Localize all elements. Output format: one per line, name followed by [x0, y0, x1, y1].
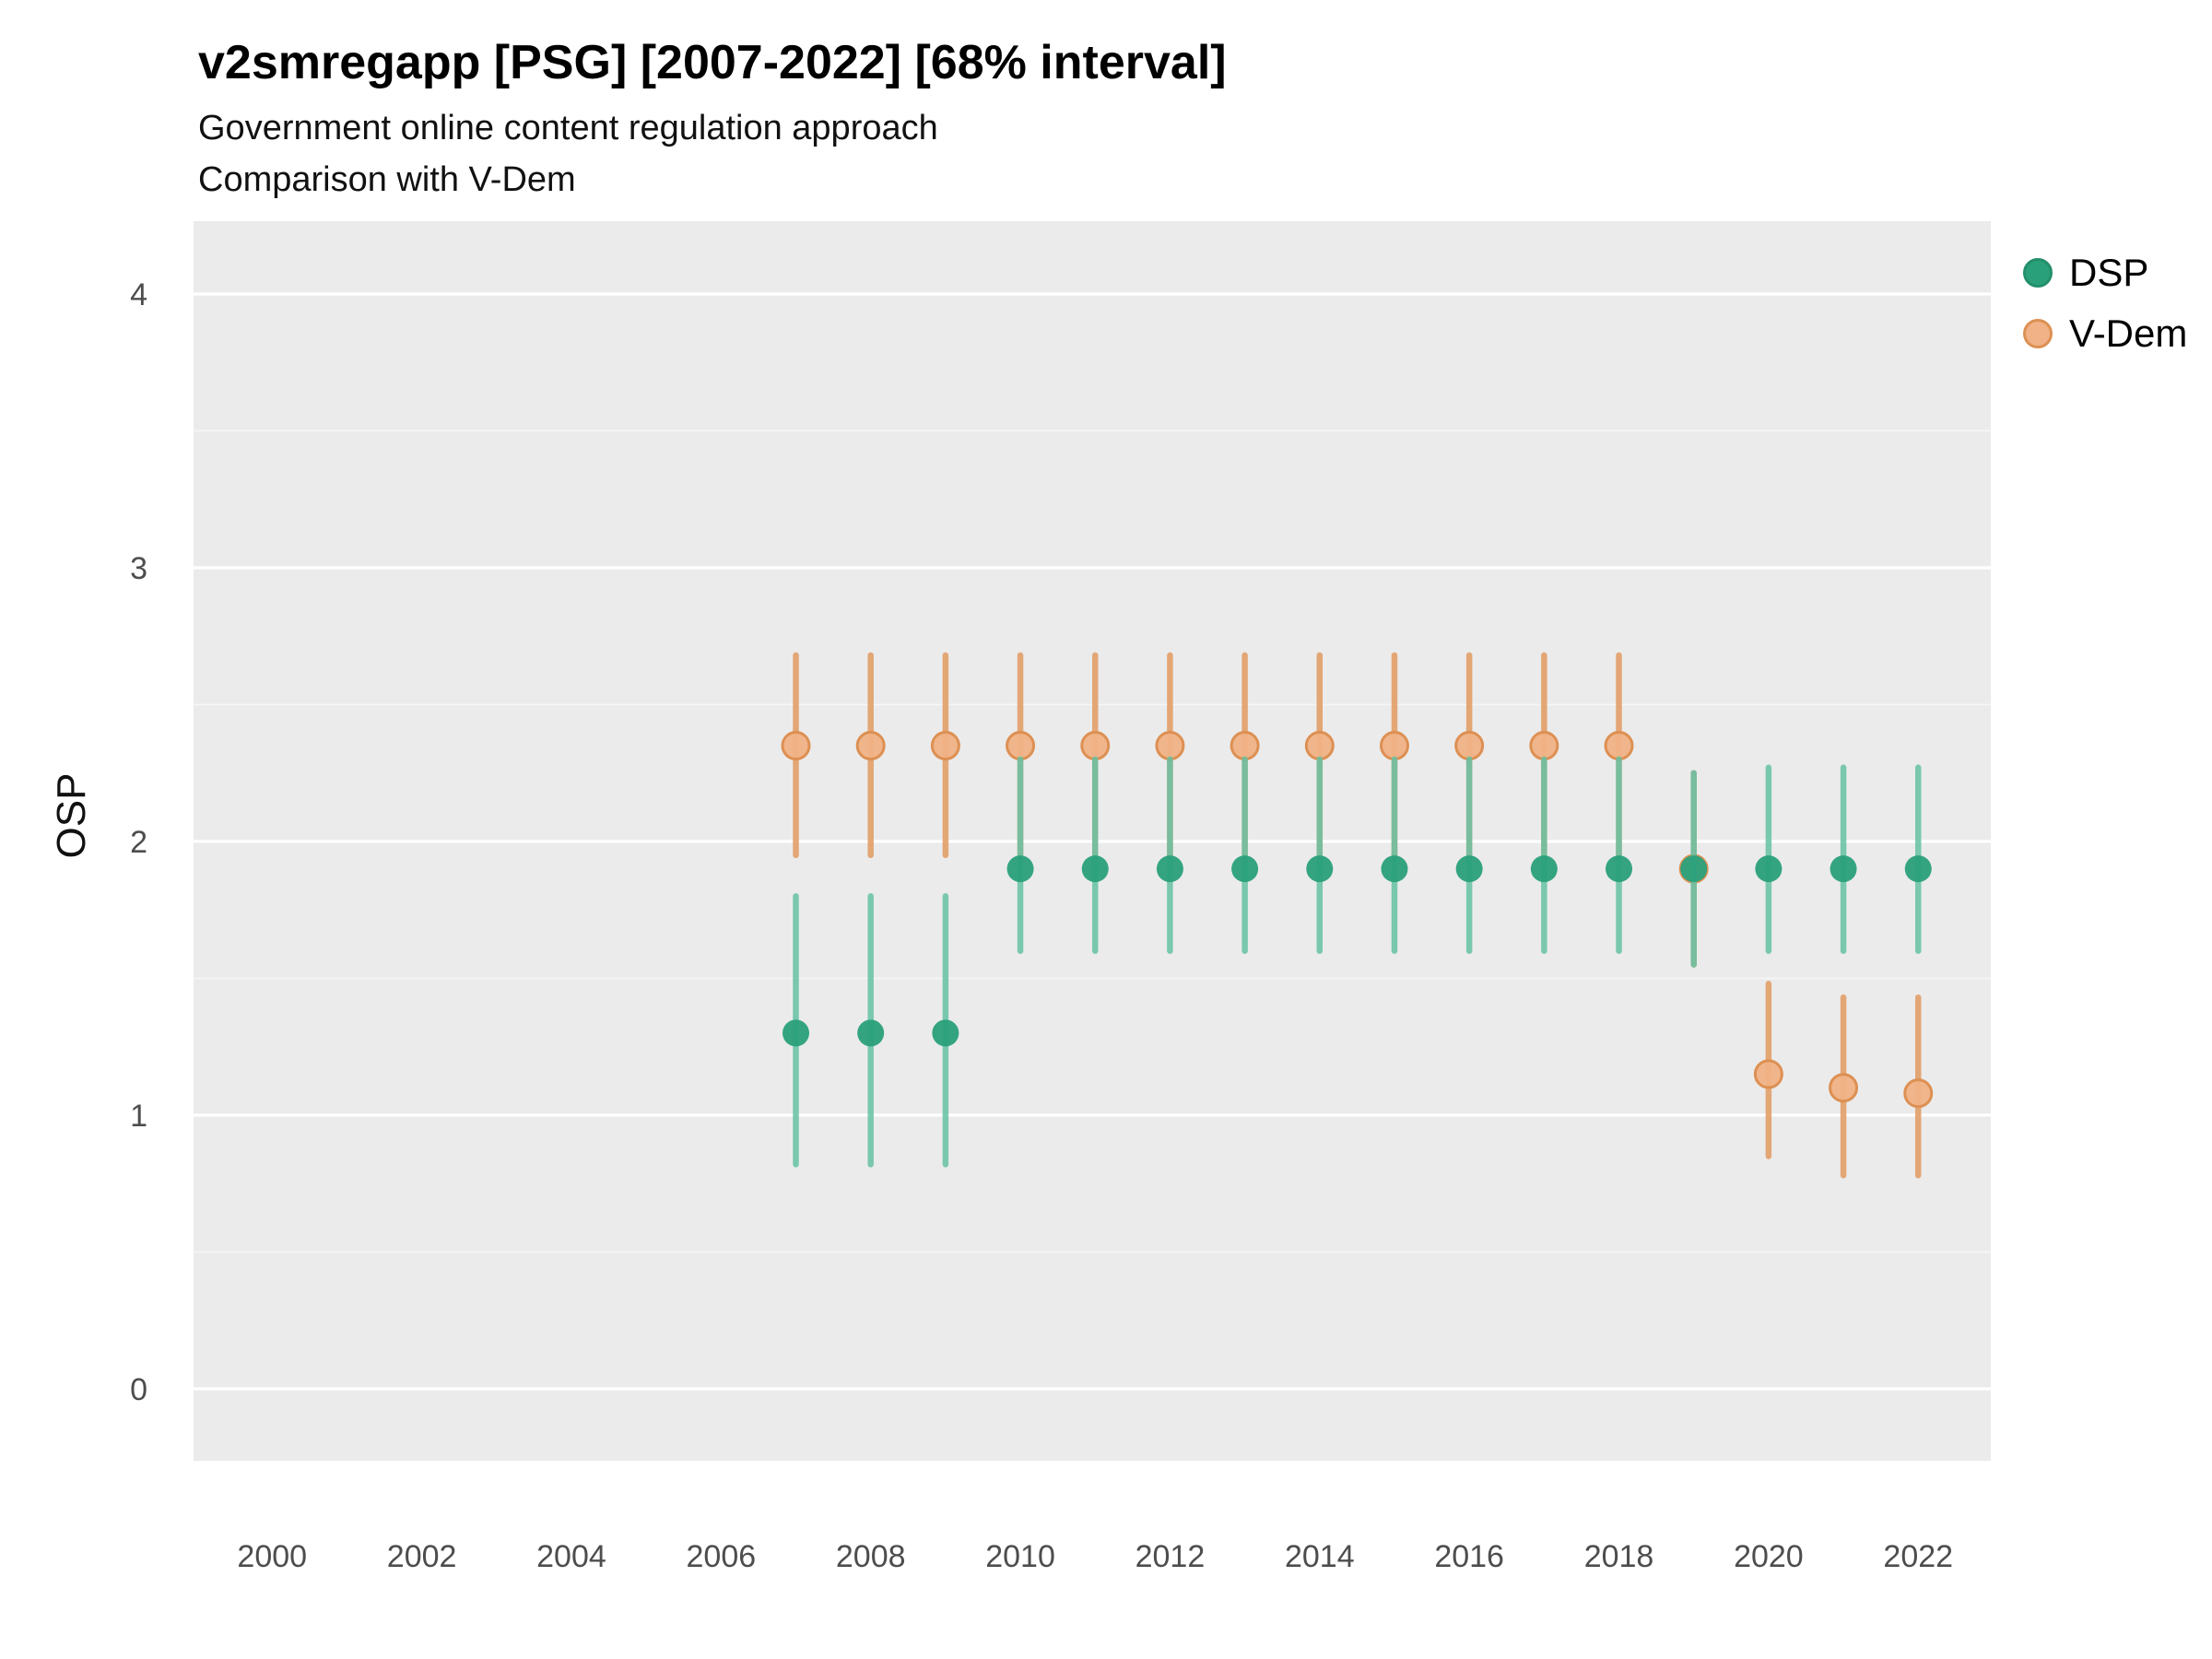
legend: DSP V-Dem — [2023, 251, 2187, 372]
data-point-v-dem — [1829, 1073, 1859, 1103]
x-tick-label: 2004 — [536, 1539, 606, 1574]
data-point-dsp — [1680, 855, 1708, 883]
data-point-v-dem — [1529, 731, 1559, 761]
data-point-v-dem — [781, 731, 811, 761]
x-tick-label: 2020 — [1734, 1539, 1804, 1574]
legend-item-v-dem: V-Dem — [2023, 312, 2187, 356]
x-tick-label: 2014 — [1285, 1539, 1355, 1574]
data-point-dsp — [782, 1019, 810, 1047]
chart-subtitle: Government online content regulation app… — [198, 109, 938, 147]
x-tick-label: 2022 — [1883, 1539, 1953, 1574]
data-point-v-dem — [1903, 1078, 1934, 1109]
data-point-dsp — [857, 1019, 885, 1047]
data-point-dsp — [1381, 855, 1408, 883]
data-point-dsp — [1081, 855, 1109, 883]
data-point-v-dem — [1080, 731, 1111, 761]
x-tick-label: 2012 — [1135, 1539, 1206, 1574]
legend-label: DSP — [2069, 251, 2149, 294]
x-tick-label: 2000 — [237, 1539, 307, 1574]
data-point-v-dem — [930, 731, 960, 761]
data-point-v-dem — [1604, 731, 1634, 761]
data-point-dsp — [1830, 855, 1857, 883]
data-point-v-dem — [1454, 731, 1485, 761]
chart-subtitle-2: Comparison with V-Dem — [198, 160, 576, 199]
legend-dot-icon — [2023, 258, 2053, 288]
data-point-dsp — [1006, 855, 1034, 883]
data-point-v-dem — [1379, 731, 1409, 761]
data-point-v-dem — [1304, 731, 1335, 761]
y-tick-label: 1 — [130, 1099, 147, 1134]
data-point-dsp — [1231, 855, 1259, 883]
data-point-dsp — [1530, 855, 1558, 883]
data-point-v-dem — [1006, 731, 1036, 761]
data-point-dsp — [1455, 855, 1483, 883]
x-tick-label: 2010 — [985, 1539, 1055, 1574]
x-tick-label: 2008 — [836, 1539, 906, 1574]
data-point-dsp — [1755, 855, 1783, 883]
legend-dot-icon — [2023, 319, 2053, 348]
y-tick-label: 3 — [130, 551, 147, 586]
y-tick-label: 2 — [130, 825, 147, 860]
legend-item-dsp: DSP — [2023, 251, 2187, 295]
data-point-dsp — [1904, 855, 1932, 883]
x-tick-label: 2016 — [1434, 1539, 1504, 1574]
data-point-v-dem — [1753, 1059, 1783, 1089]
data-point-v-dem — [855, 731, 886, 761]
y-tick-label: 4 — [130, 277, 147, 312]
x-tick-label: 2018 — [1584, 1539, 1654, 1574]
y-tick-label: 0 — [130, 1372, 147, 1407]
chart-title: v2smregapp [PSG] [2007-2022] [68% interv… — [198, 36, 1227, 89]
data-point-v-dem — [1155, 731, 1185, 761]
data-point-dsp — [1306, 855, 1334, 883]
data-point-v-dem — [1230, 731, 1260, 761]
x-tick-label: 2002 — [387, 1539, 457, 1574]
legend-label: V-Dem — [2069, 312, 2188, 355]
data-point-dsp — [932, 1019, 959, 1047]
data-point-dsp — [1606, 855, 1633, 883]
data-point-dsp — [1156, 855, 1183, 883]
x-tick-label: 2006 — [687, 1539, 757, 1574]
